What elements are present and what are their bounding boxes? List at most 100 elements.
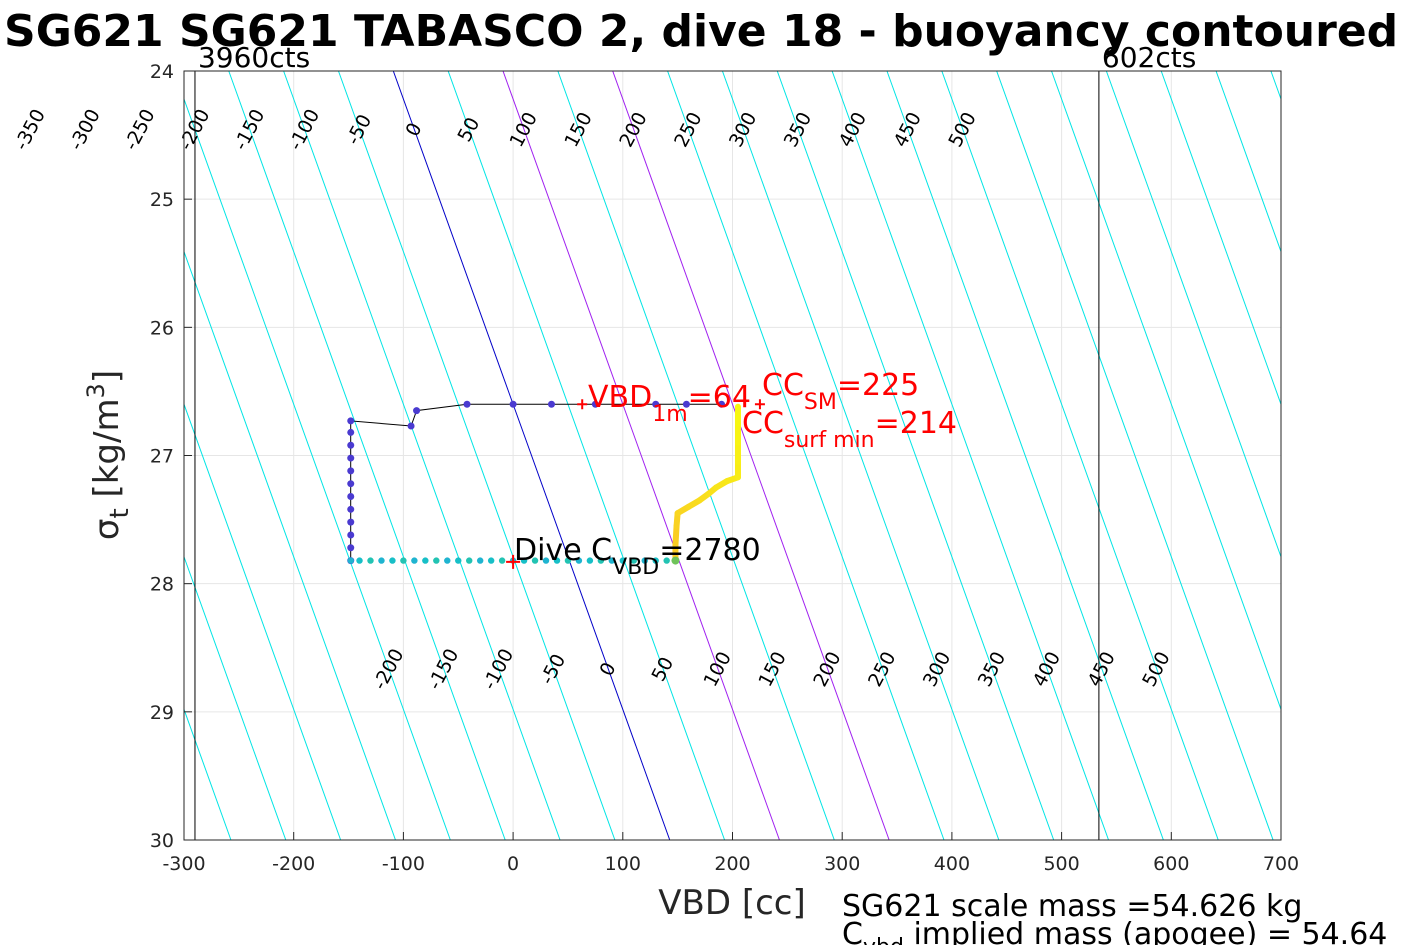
vbd-limit-label-1: 602cts [1102, 41, 1196, 74]
x-tick-label-10: 700 [1263, 853, 1299, 875]
contour-line-12 [557, 71, 835, 840]
climb-point-20 [564, 557, 572, 564]
dive-point-5 [347, 493, 355, 501]
dive-point-6 [347, 480, 355, 488]
marker-0 [506, 554, 521, 569]
x-tick-label-6: 300 [824, 853, 860, 875]
contour-line-9 [392, 71, 671, 840]
climb-point-18 [542, 557, 550, 564]
climb-point-23 [597, 557, 605, 564]
contour-label-top-2: -300 [65, 106, 105, 154]
climb-point-16 [520, 557, 528, 564]
climb-point-28 [652, 557, 659, 564]
dive-point-9 [347, 441, 355, 449]
contour-line-7 [283, 71, 561, 840]
y-label-sub: t [105, 508, 135, 518]
vbd-1m-sub: 1m [652, 402, 687, 427]
x-tick-label-7: 400 [934, 853, 970, 875]
y-tick-label-2: 26 [150, 317, 174, 339]
dive-point-11 [347, 417, 355, 425]
y-label-unit: [kg/m [87, 398, 127, 508]
contour-line-2 [184, 555, 287, 840]
contour-label-top-1: -350 [10, 106, 50, 154]
x-tick-label-2: -100 [382, 853, 425, 875]
x-tick-label-9: 600 [1153, 853, 1189, 875]
dive-point-7 [347, 467, 355, 475]
dive-point-18 [652, 400, 660, 408]
y-axis-ticks: 24 25 26 27 28 29 30 [150, 61, 192, 852]
marker-1 [577, 399, 588, 410]
footer-implied-mass: Cvbd implied mass (apogee) = 54.64 [842, 917, 1387, 945]
x-tick-label-3: 0 [507, 853, 519, 875]
climb-point-8 [433, 557, 440, 564]
contour-line-18 [886, 71, 1164, 840]
x-tick-label-4: 100 [605, 853, 641, 875]
dive-point-15 [509, 400, 517, 408]
y-tick-label-6: 30 [150, 830, 174, 852]
y-tick-label-4: 28 [150, 574, 174, 596]
climb-rise-seg-2 [672, 522, 680, 549]
climb-point-12 [476, 557, 484, 564]
contour-line-19 [941, 71, 1219, 840]
contour-line-25 [1270, 71, 1281, 101]
marker-2 [754, 399, 765, 410]
y-tick-label-0: 24 [150, 61, 174, 83]
climb-point-11 [466, 557, 473, 564]
contour-line-15 [721, 71, 1000, 840]
contour-line-11 [502, 71, 780, 840]
cc-surf-sub: surf min [784, 428, 875, 453]
cc-surf-value: =214 [875, 406, 957, 441]
y-tick-label-1: 25 [150, 189, 174, 211]
climb-point-10 [455, 557, 462, 564]
climb-point-9 [444, 557, 451, 564]
dive-point-17 [591, 400, 599, 408]
dive-point-16 [547, 400, 555, 408]
dive-point-20 [718, 400, 726, 408]
contour-line-14 [667, 71, 945, 840]
chart-title: SG621 SG621 TABASCO 2, dive 18 - buoyanc… [4, 6, 1398, 57]
y-label-sigma: σ [87, 519, 127, 541]
contour-line-22 [1105, 71, 1281, 559]
vbd-1m-main: VBD [588, 380, 652, 415]
contour-line-20 [996, 71, 1274, 840]
dive-point-10 [347, 428, 355, 436]
dive-point-4 [347, 505, 355, 513]
climb-point-2 [367, 557, 374, 564]
climb-point-4 [389, 557, 396, 564]
dive-point-2 [347, 531, 355, 539]
climb-point-0 [347, 557, 354, 564]
footer-cvbd-sub: vbd [863, 935, 904, 945]
climb-point-3 [378, 557, 385, 564]
climb-point-17 [531, 557, 539, 564]
dive-point-12 [407, 422, 415, 430]
climb-point-21 [575, 557, 583, 564]
dive-point-3 [347, 518, 355, 526]
dive-cvbd-annotation: Dive CVBD=2780 [514, 533, 761, 580]
y-tick-label-5: 29 [150, 702, 174, 724]
contour-line-8 [337, 71, 616, 840]
x-axis-label: VBD [cc] [658, 883, 806, 923]
dive-cvbd-value: =2780 [659, 533, 760, 568]
climb-point-27 [641, 557, 648, 564]
climb-point-25 [619, 557, 626, 564]
climb-point-29 [663, 557, 670, 564]
x-tick-label-5: 200 [714, 853, 750, 875]
dive-point-13 [413, 407, 421, 415]
dive-point-1 [347, 544, 355, 552]
contour-line-21 [1051, 71, 1281, 711]
footer-cvbd-rest: implied mass (apogee) = 54.64 [904, 917, 1388, 945]
contour-line-4 [184, 250, 396, 840]
vbd-1m-value: =64 [688, 380, 751, 415]
climb-point-7 [422, 557, 429, 564]
cc-sm-annotation: CCSM=225 [762, 368, 919, 415]
vbd-limit-label-0: 3960cts [198, 41, 310, 74]
climb-point-26 [630, 557, 637, 564]
contour-label-top-3: -250 [120, 106, 160, 154]
contour-line-3 [184, 402, 342, 840]
cc-sm-sub: SM [804, 390, 837, 415]
contour-line-17 [831, 71, 1110, 840]
footer-scale-mass: SG621 scale mass =54.626 kg [842, 889, 1302, 924]
x-tick-label-8: 500 [1043, 853, 1079, 875]
dive-series [347, 399, 765, 569]
